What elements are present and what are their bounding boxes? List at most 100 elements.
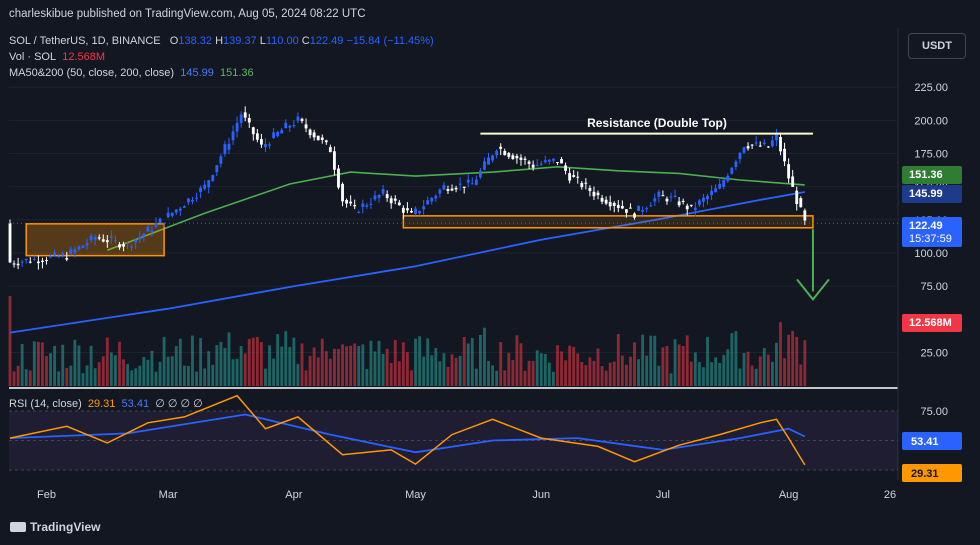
candle-body: [604, 199, 608, 204]
candle-body: [641, 209, 645, 212]
candle-body: [608, 202, 612, 207]
open-value: 138.32: [178, 35, 213, 47]
volume-bar: [328, 358, 332, 386]
candle-body: [280, 130, 284, 134]
volume-bar: [255, 336, 259, 386]
resistance-label: Resistance (Double Top): [587, 116, 727, 130]
volume-bar: [61, 344, 65, 386]
candle-body: [535, 164, 539, 166]
volume-bar: [535, 350, 539, 386]
candle-body: [158, 218, 162, 224]
candle-body: [734, 161, 738, 168]
candle-body: [612, 202, 616, 206]
volume-bar: [523, 370, 527, 386]
volume-bar: [138, 365, 142, 386]
candle-body: [105, 240, 109, 243]
volume-legend: Vol · SOL 12.568M: [9, 51, 105, 63]
volume-bar: [641, 334, 645, 386]
volume-bar: [584, 365, 588, 386]
candle-body: [316, 135, 320, 141]
candle-body: [685, 205, 689, 210]
candle-body: [491, 155, 494, 161]
candle-body: [551, 158, 555, 161]
volume-bar: [491, 365, 494, 386]
volume-bar: [754, 368, 758, 386]
candle-body: [710, 190, 713, 196]
volume-bar: [519, 343, 523, 386]
candle-body: [243, 112, 247, 118]
volume-bar: [341, 344, 344, 386]
candle-body: [714, 188, 718, 193]
high-label: H: [215, 35, 224, 47]
tag-last-text-0: 122.49: [909, 220, 943, 232]
candle-body: [28, 261, 32, 263]
rsi-value: 29.31: [87, 398, 116, 410]
support-zone: [402, 215, 814, 229]
volume-bar: [779, 322, 782, 386]
volume-bar: [32, 341, 36, 386]
candle-body: [211, 175, 215, 181]
volume-label: Vol · SOL: [9, 51, 57, 63]
candle-body: [373, 195, 377, 200]
price-tick-1: 200.00: [914, 115, 948, 127]
candle-body: [649, 205, 653, 207]
volume-bar: [596, 348, 600, 386]
volume-bar: [775, 342, 778, 386]
volume-bar: [564, 360, 567, 386]
volume-bar: [539, 353, 543, 386]
currency-button[interactable]: USDT: [908, 33, 966, 59]
volume-bar: [624, 364, 628, 386]
time-tick-6: Aug: [779, 489, 799, 501]
candle-body: [174, 209, 178, 213]
volume-bar: [134, 368, 138, 386]
volume-bar: [527, 360, 531, 386]
volume-bar: [430, 355, 434, 386]
candle-body: [454, 187, 458, 190]
volume-bar: [758, 356, 762, 386]
candle-body: [85, 243, 89, 246]
candle-body: [81, 245, 85, 248]
volume-bar: [158, 361, 162, 386]
candle-body: [89, 235, 93, 241]
volume-bar: [551, 371, 555, 386]
volume-bar: [199, 338, 203, 386]
candle-body: [365, 205, 369, 207]
volume-bar: [105, 337, 109, 386]
ma50-value: 145.99: [180, 67, 214, 79]
candle-body: [730, 167, 734, 174]
volume-bar: [36, 341, 40, 386]
candle-body: [406, 208, 409, 211]
tag-rsi-text: 29.31: [911, 468, 939, 480]
volume-bar: [101, 356, 105, 386]
candle-body: [726, 175, 730, 182]
tradingview-brand[interactable]: TradingView: [10, 520, 100, 534]
volume-bar: [77, 345, 81, 386]
ma-legend: MA50&200 (50, close, 200, close) 145.99 …: [9, 67, 254, 79]
candle-body: [377, 194, 381, 198]
candle-body: [442, 185, 446, 190]
candle-body: [337, 168, 340, 188]
candle-body: [669, 196, 673, 198]
candle-body: [178, 208, 182, 211]
candle-body: [93, 237, 97, 240]
volume-bar: [178, 338, 182, 386]
volume-bar: [474, 368, 478, 386]
candle-body: [77, 246, 81, 250]
volume-bar: [499, 342, 503, 386]
volume-bar: [629, 356, 632, 386]
volume-bar: [247, 339, 251, 386]
volume-bar: [130, 370, 134, 386]
volume-bar: [69, 365, 73, 386]
candle-body: [584, 182, 588, 184]
volume-bar: [422, 356, 426, 386]
target-arrow-head: [796, 278, 830, 302]
candle-body: [255, 133, 259, 140]
volume-bar: [572, 346, 576, 386]
candle-body: [779, 136, 782, 152]
candle-body: [507, 152, 511, 157]
candle-body: [264, 144, 267, 148]
volume-bar: [507, 352, 511, 386]
volume-bar: [260, 342, 263, 386]
volume-bar: [401, 342, 405, 386]
